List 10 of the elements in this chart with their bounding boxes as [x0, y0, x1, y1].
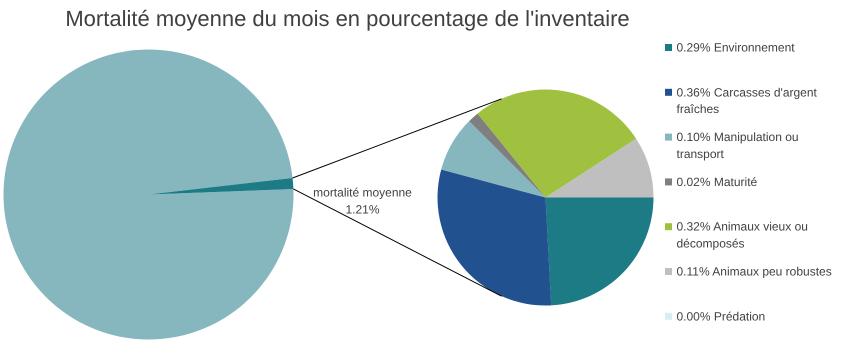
data-label: 1.21% — [345, 202, 380, 216]
legend-label: 0.00% Prédation — [676, 309, 766, 324]
chart-title: Mortalité moyenne du mois en pourcentage de l'inventaire — [65, 6, 630, 31]
legend-label: 0.32% Animaux vieux ou décomposés — [676, 220, 808, 250]
legend-label: 0.10% Manipulation ou transport — [676, 130, 799, 161]
legend-label: 0.36% Carcasses d'argent fraîches — [676, 85, 818, 116]
legend-label: 0.11% Animaux peu robustes — [676, 264, 832, 278]
legend-label: 0.02% Maturité — [676, 174, 758, 189]
slice-label: mortalité moyenne — [313, 186, 412, 200]
legend-label: 0.29% Environnement — [676, 40, 796, 54]
